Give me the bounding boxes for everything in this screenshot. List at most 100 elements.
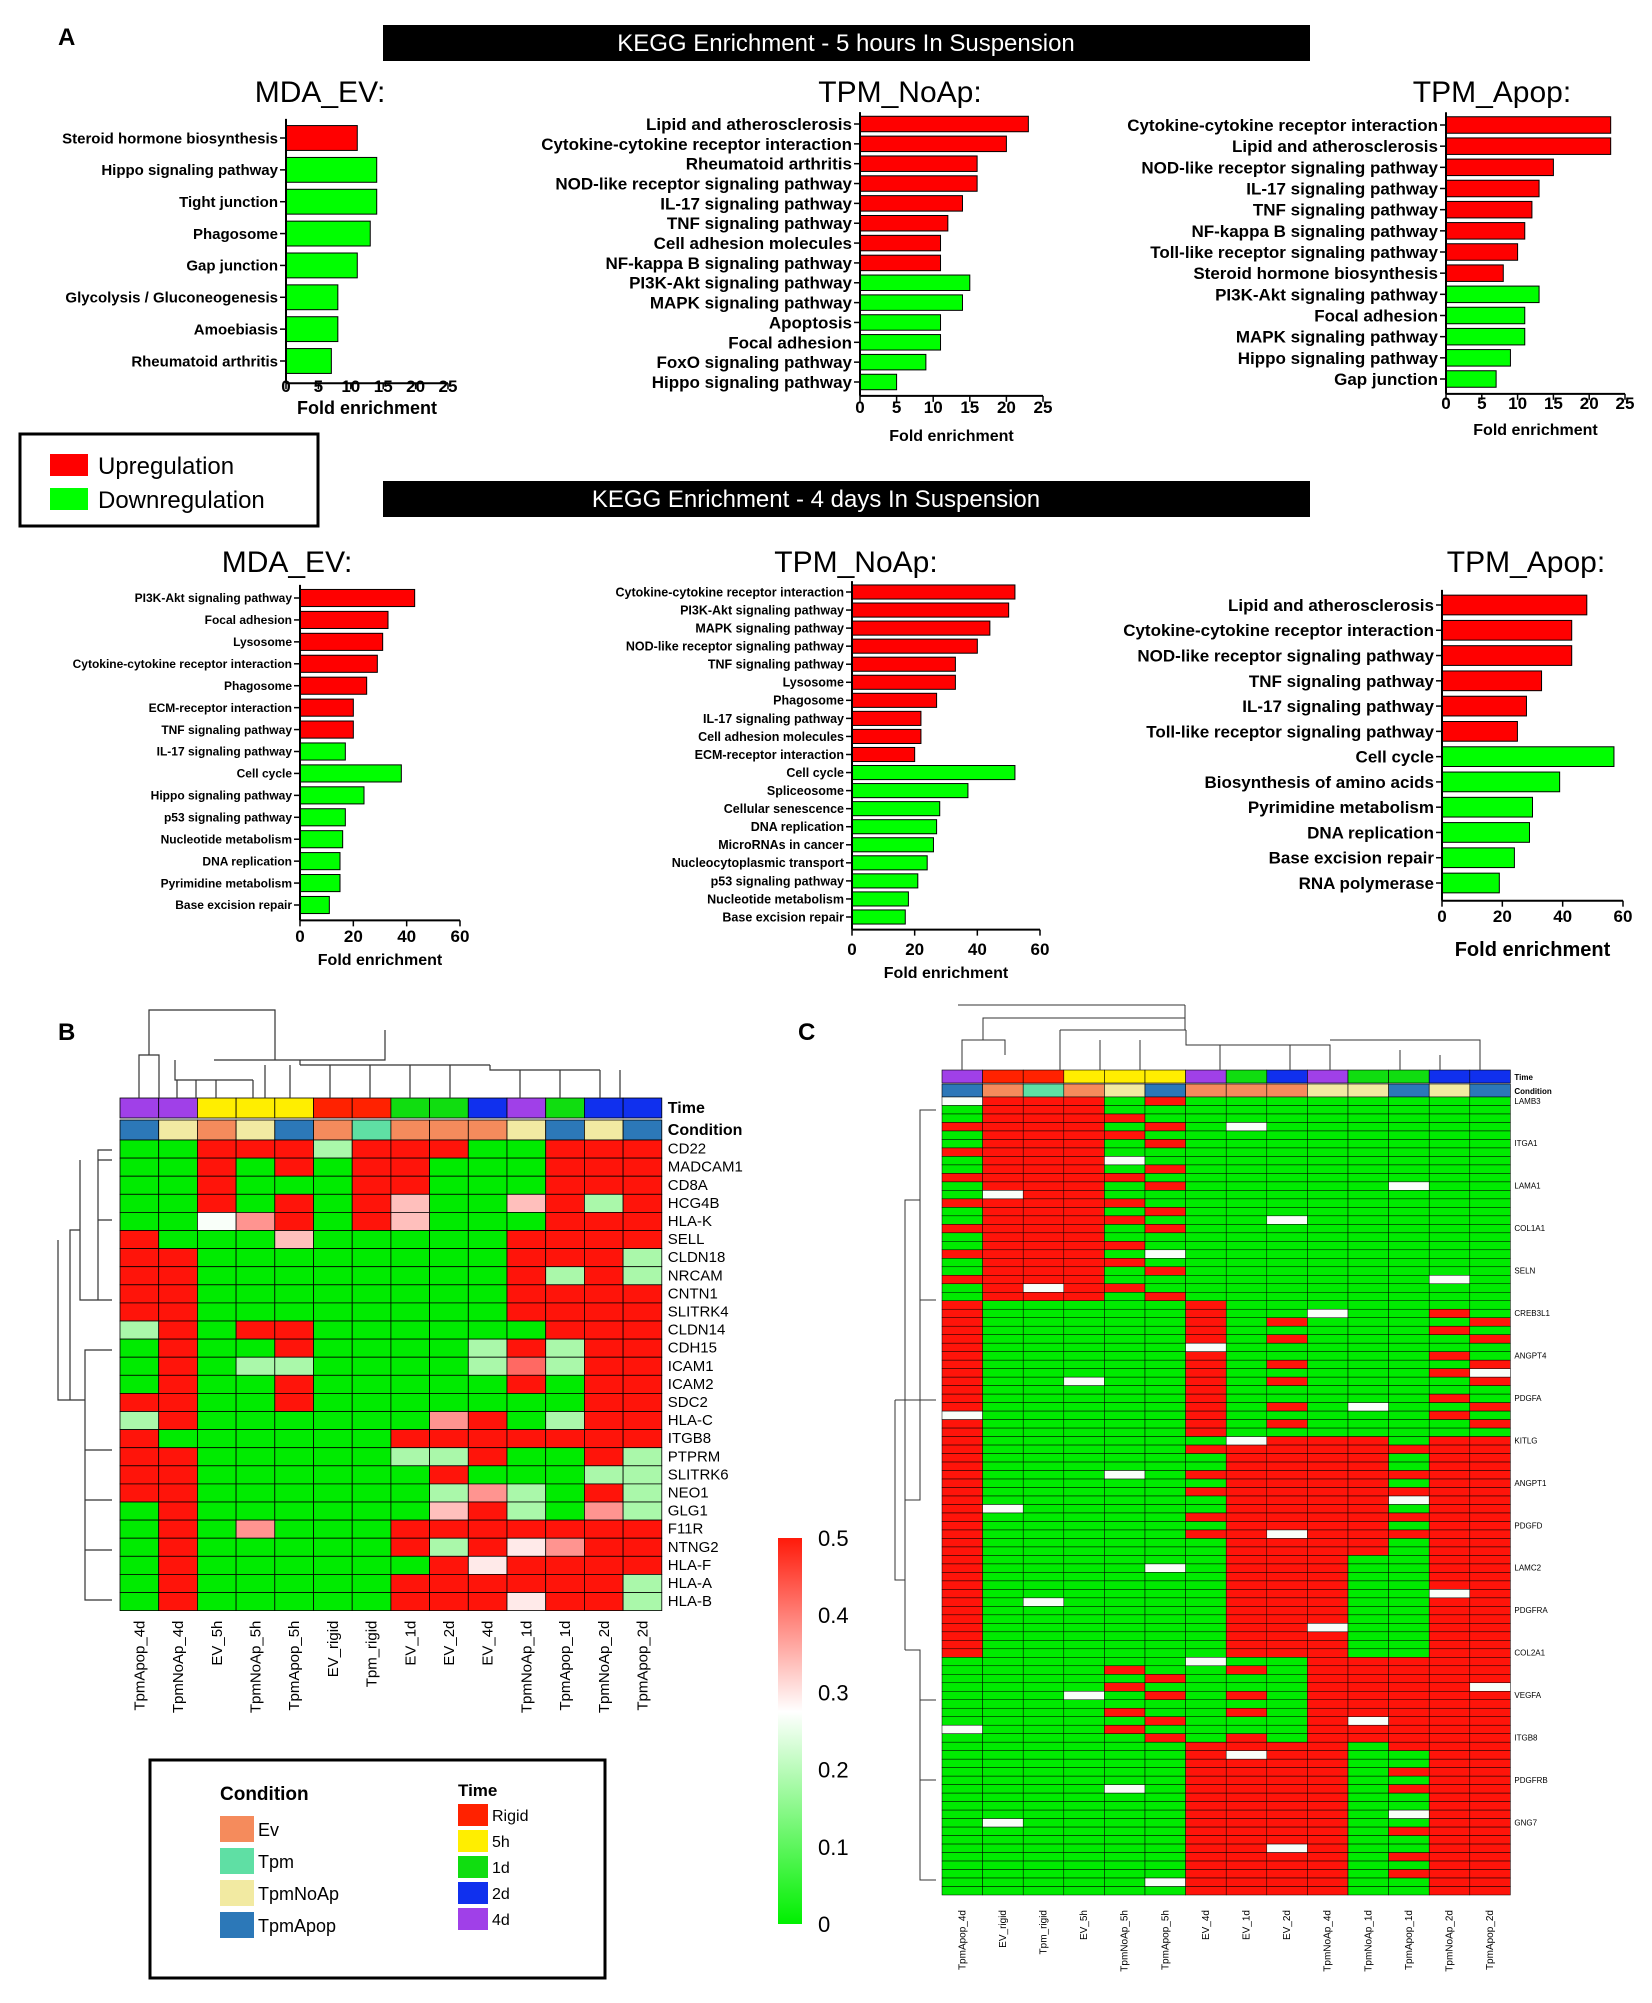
heat-cell bbox=[1022, 1461, 1065, 1471]
heat-cell bbox=[235, 1157, 276, 1177]
heat-cell bbox=[1388, 1589, 1430, 1599]
condition-swatch bbox=[220, 1912, 254, 1938]
bar bbox=[299, 830, 344, 849]
heat-cell bbox=[1388, 1597, 1430, 1607]
heat-cell bbox=[622, 1501, 663, 1521]
heat-cell bbox=[119, 1429, 160, 1449]
bar bbox=[1445, 306, 1526, 325]
category-label: IL-17 signaling pathway bbox=[1246, 179, 1438, 198]
heat-cell bbox=[584, 1501, 624, 1521]
direction-legend-box bbox=[18, 432, 320, 528]
heat-cell bbox=[429, 1555, 469, 1575]
heat-cell bbox=[1469, 1606, 1511, 1616]
heat-cell bbox=[941, 1741, 983, 1751]
heat-cell bbox=[1022, 1130, 1065, 1140]
heat-cell bbox=[1185, 1224, 1227, 1234]
heat-cell bbox=[1307, 1877, 1349, 1887]
heat-cell bbox=[1104, 1317, 1146, 1327]
heat-cell bbox=[1428, 1436, 1471, 1446]
heat-cell bbox=[1022, 1470, 1065, 1480]
x-tick-label: 60 bbox=[451, 927, 470, 946]
heat-cell bbox=[1428, 1342, 1471, 1352]
heat-cell bbox=[1428, 1232, 1471, 1242]
heat-cell bbox=[982, 1809, 1024, 1819]
heat-cell bbox=[1225, 1478, 1268, 1488]
heat-cell bbox=[1063, 1767, 1105, 1777]
heat-cell bbox=[941, 1147, 983, 1157]
heat-cell bbox=[982, 1164, 1024, 1174]
heat-cell bbox=[941, 1733, 983, 1743]
heat-cell bbox=[1185, 1809, 1227, 1819]
heat-cell bbox=[1469, 1139, 1511, 1149]
heat-cell bbox=[1185, 1419, 1227, 1429]
heat-cell bbox=[1185, 1623, 1227, 1633]
bar bbox=[1445, 243, 1519, 261]
heat-cell bbox=[506, 1157, 547, 1177]
bar bbox=[1445, 222, 1526, 240]
heat-cell bbox=[941, 1249, 983, 1259]
heat-cell bbox=[119, 1574, 160, 1593]
heat-cell bbox=[1388, 1376, 1430, 1386]
heat-cell bbox=[1185, 1113, 1227, 1123]
heat-cell bbox=[1347, 1096, 1389, 1106]
heat-cell bbox=[1307, 1478, 1349, 1488]
heat-cell bbox=[1347, 1376, 1389, 1386]
condition-annotation-cell bbox=[351, 1119, 392, 1141]
heat-cell bbox=[545, 1519, 585, 1539]
heat-cell bbox=[351, 1537, 392, 1557]
bar bbox=[1445, 179, 1540, 198]
heat-cell bbox=[1469, 1113, 1511, 1123]
heat-cell bbox=[982, 1741, 1024, 1751]
heat-cell bbox=[1347, 1427, 1389, 1437]
heat-cell bbox=[1225, 1665, 1268, 1675]
heat-cell bbox=[1022, 1275, 1065, 1285]
heat-cell bbox=[1266, 1826, 1308, 1836]
heat-cell bbox=[1225, 1818, 1268, 1828]
column-label: EV_4d bbox=[1201, 1910, 1212, 1940]
heat-cell bbox=[1428, 1376, 1471, 1386]
bar bbox=[1445, 285, 1540, 304]
heat-cell bbox=[1104, 1249, 1146, 1259]
heat-cell bbox=[1469, 1691, 1511, 1700]
heat-cell bbox=[1185, 1334, 1227, 1344]
heat-cell bbox=[982, 1801, 1024, 1811]
heat-cell bbox=[313, 1175, 353, 1195]
heat-cell bbox=[622, 1230, 663, 1250]
heat-cell bbox=[1388, 1886, 1430, 1896]
heat-cell bbox=[1063, 1640, 1105, 1650]
condition-annotation-label: Condition bbox=[668, 1122, 743, 1139]
heat-cell bbox=[1104, 1818, 1146, 1828]
heat-cell bbox=[1307, 1139, 1349, 1149]
heat-cell bbox=[1104, 1512, 1146, 1522]
heat-cell bbox=[1428, 1393, 1471, 1403]
column-label: TpmNoAp_5h bbox=[247, 1621, 264, 1714]
bar bbox=[1441, 695, 1527, 717]
heat-cell bbox=[429, 1393, 469, 1412]
heat-cell bbox=[1022, 1546, 1065, 1556]
heat-cell bbox=[1063, 1707, 1105, 1717]
heat-cell bbox=[1225, 1623, 1268, 1633]
heat-cell bbox=[941, 1308, 983, 1318]
heat-cell bbox=[506, 1592, 547, 1612]
bar bbox=[285, 220, 371, 247]
annotation-legend-box bbox=[148, 1758, 607, 1980]
heat-cell bbox=[1347, 1292, 1389, 1301]
heat-cell bbox=[1185, 1563, 1227, 1573]
heat-cell bbox=[1063, 1105, 1105, 1115]
heat-cell bbox=[1022, 1809, 1065, 1819]
heat-cell bbox=[941, 1563, 983, 1573]
heat-cell bbox=[1428, 1402, 1471, 1412]
heat-cell bbox=[313, 1302, 353, 1322]
heat-cell bbox=[1063, 1758, 1105, 1768]
heat-cell bbox=[158, 1139, 198, 1159]
heat-cell bbox=[1104, 1173, 1146, 1183]
time-annotation-cell bbox=[584, 1097, 624, 1119]
column-label: TpmNoAp_4d bbox=[1323, 1910, 1334, 1972]
heat-cell bbox=[1388, 1461, 1430, 1471]
bar bbox=[859, 115, 1029, 133]
x-tick-label: 10 bbox=[341, 377, 360, 396]
heat-cell bbox=[982, 1232, 1024, 1242]
category-label: Lipid and atherosclerosis bbox=[1228, 596, 1434, 615]
condition-swatch bbox=[220, 1848, 254, 1874]
heat-cell bbox=[941, 1300, 983, 1310]
